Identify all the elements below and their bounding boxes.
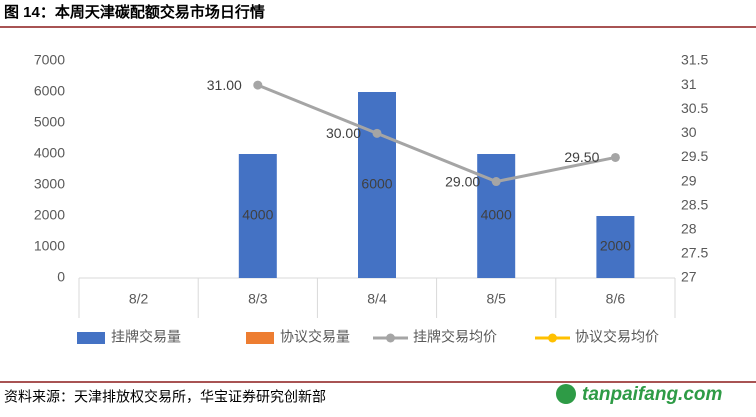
line-label: 31.00 <box>207 77 242 93</box>
line-marker <box>253 80 263 90</box>
x-tick-label: 8/6 <box>606 291 626 307</box>
x-tick-label: 8/5 <box>486 291 506 307</box>
line-marker <box>372 128 382 138</box>
y-tick-label: 7000 <box>34 52 65 68</box>
bar-label: 6000 <box>361 176 392 192</box>
bar-label: 2000 <box>600 238 631 254</box>
bar-label: 4000 <box>242 207 273 223</box>
y2-tick-label: 27.5 <box>681 245 708 261</box>
bar <box>238 154 277 278</box>
y-tick-label: 6000 <box>34 83 65 99</box>
y2-tick-label: 30.5 <box>681 100 708 116</box>
y-tick-label: 3000 <box>34 176 65 192</box>
y2-tick-label: 28.5 <box>681 196 708 212</box>
legend-marker <box>548 333 557 343</box>
y2-tick-label: 30 <box>681 124 697 140</box>
y2-tick-label: 31 <box>681 76 697 92</box>
x-tick-label: 8/3 <box>248 291 268 307</box>
y-tick-label: 5000 <box>34 114 65 130</box>
y-tick-label: 0 <box>57 269 65 285</box>
legend-label: 挂牌交易均价 <box>413 329 497 345</box>
line-marker <box>610 152 620 162</box>
chart-title: 图 14：本周天津碳配额交易市场日行情 <box>4 3 265 21</box>
legend-swatch <box>246 332 274 344</box>
legend-label: 挂牌交易量 <box>111 329 181 345</box>
watermark-icon <box>556 384 576 404</box>
bar <box>358 92 396 278</box>
legend-swatch <box>77 332 105 344</box>
line-label: 29.50 <box>564 149 599 165</box>
y-tick-label: 1000 <box>34 238 65 254</box>
line-marker <box>491 177 501 187</box>
legend-marker <box>386 333 395 343</box>
bar-label: 4000 <box>481 207 512 223</box>
y2-tick-label: 29 <box>681 172 697 188</box>
watermark: tanpaifang.com <box>582 384 723 405</box>
line <box>257 83 616 184</box>
y2-tick-label: 29.5 <box>681 148 708 164</box>
y2-tick-label: 31.5 <box>681 52 708 68</box>
bar <box>477 154 516 278</box>
x-tick-label: 8/4 <box>367 291 387 307</box>
y-tick-label: 4000 <box>34 145 65 161</box>
source: 资料来源：天津排放权交易所，华宝证券研究创新部 <box>4 389 326 405</box>
legend-label: 协议交易均价 <box>575 329 659 345</box>
line-label: 29.00 <box>445 173 480 189</box>
x-tick-label: 8/2 <box>129 291 149 307</box>
y2-tick-label: 28 <box>681 220 697 236</box>
bar <box>596 216 635 278</box>
y-tick-label: 2000 <box>34 207 65 223</box>
legend-label: 协议交易量 <box>280 329 350 345</box>
y2-tick-label: 27 <box>681 269 697 285</box>
line-label: 30.00 <box>326 125 361 141</box>
